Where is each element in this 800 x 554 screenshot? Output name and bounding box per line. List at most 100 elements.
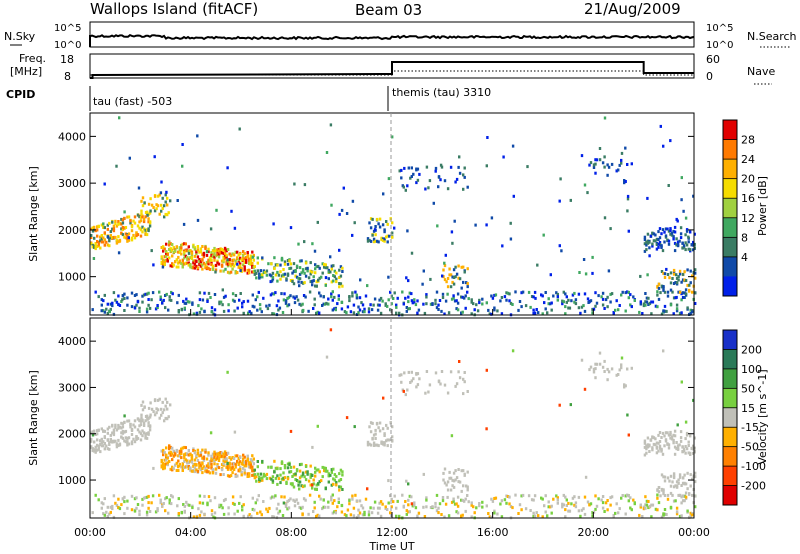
echo-cell [186,452,189,456]
echo-cell [105,240,108,244]
echo-cell [103,447,106,451]
echo-cell [372,303,375,307]
echo-cell [333,269,336,273]
echo-cell [521,290,525,294]
echo-cell [111,504,114,508]
echo-cell [425,498,428,502]
colorbar-tick-label: -100 [741,460,766,473]
echo-cell [684,241,687,245]
echo-cell [141,230,144,234]
echo-cell [321,262,324,266]
echo-cell [389,308,392,312]
echo-cell [153,399,157,403]
echo-cell [139,219,143,223]
echo-cell [694,480,697,484]
echo-cell [145,310,149,314]
echo-cell [441,496,445,499]
echo-cell [120,426,123,430]
echo-cell [443,481,447,485]
echo-cell [609,503,612,507]
echo-cell [300,462,303,466]
echo-cell [149,209,152,213]
echo-cell [415,372,418,376]
echo-cell [199,250,203,254]
echo-cell [643,235,647,239]
echo-cell [446,495,449,499]
echo-cell [198,463,201,467]
echo-cell [193,451,197,455]
echo-cell [417,511,421,515]
echo-cell [675,303,679,307]
echo-cell [207,465,210,469]
echo-cell [249,260,252,264]
echo-cell [286,262,290,266]
echo-cell [618,163,621,167]
echo-cell [330,292,333,296]
echo-cell [490,497,493,501]
echo-cell [108,244,111,248]
echo-cell [118,304,122,307]
echo-cell [93,448,96,452]
echo-cell [644,503,647,507]
echo-cell [159,191,163,195]
echo-cell [485,504,488,508]
echo-cell [298,480,302,484]
x-tick-label: 08:00 [275,526,307,539]
echo-cell [130,305,134,309]
echo-cell [607,165,611,169]
echo-cell [214,457,218,461]
echo-cell [151,291,155,295]
echo-cell [96,228,99,232]
echo-cell [331,493,334,497]
echo-cell [677,493,680,497]
echo-cell [265,304,268,308]
echo-cell [366,440,370,444]
echo-cell [242,503,245,507]
echo-cell [612,311,615,315]
echo-cell [610,495,614,499]
echo-cell [533,311,537,315]
echo-cell [374,225,377,228]
echo-cell [645,503,649,507]
echo-cell [351,291,354,295]
echo-cell [375,239,379,243]
echo-cell [437,379,441,383]
echo-cell [243,252,246,256]
echo-cell [102,444,105,448]
echo-cell [286,462,290,466]
echo-cell [505,291,508,295]
echo-cell [603,155,606,159]
echo-cell [672,296,676,300]
echo-cell [167,415,170,419]
echo-cell [96,448,99,452]
echo-cell [500,296,504,299]
echo-cell [162,502,165,505]
echo-cell [683,291,686,295]
echo-cell [372,441,376,445]
echo-cell [190,253,194,257]
echo-cell [178,449,181,453]
echo-cell [248,259,251,263]
echo-cell [615,169,618,173]
echo-cell [681,481,685,485]
echo-cell [597,497,600,501]
echo-cell [681,476,685,480]
echo-cell [378,501,381,505]
echo-cell [456,301,460,305]
echo-cell [661,228,665,232]
echo-cell [435,290,439,294]
echo-cell [424,187,427,191]
echo-cell [100,427,103,431]
echo-cell [165,453,168,457]
echo-cell [681,445,684,449]
echo-cell [295,295,298,299]
echo-cell [580,305,584,309]
echo-cell [210,253,213,257]
echo-cell [679,236,683,240]
echo-cell [609,300,612,304]
echo-cell [239,456,242,459]
echo-cell [163,419,166,423]
echo-cell [656,496,659,500]
echo-cell [493,511,496,515]
echo-cell [401,290,404,294]
